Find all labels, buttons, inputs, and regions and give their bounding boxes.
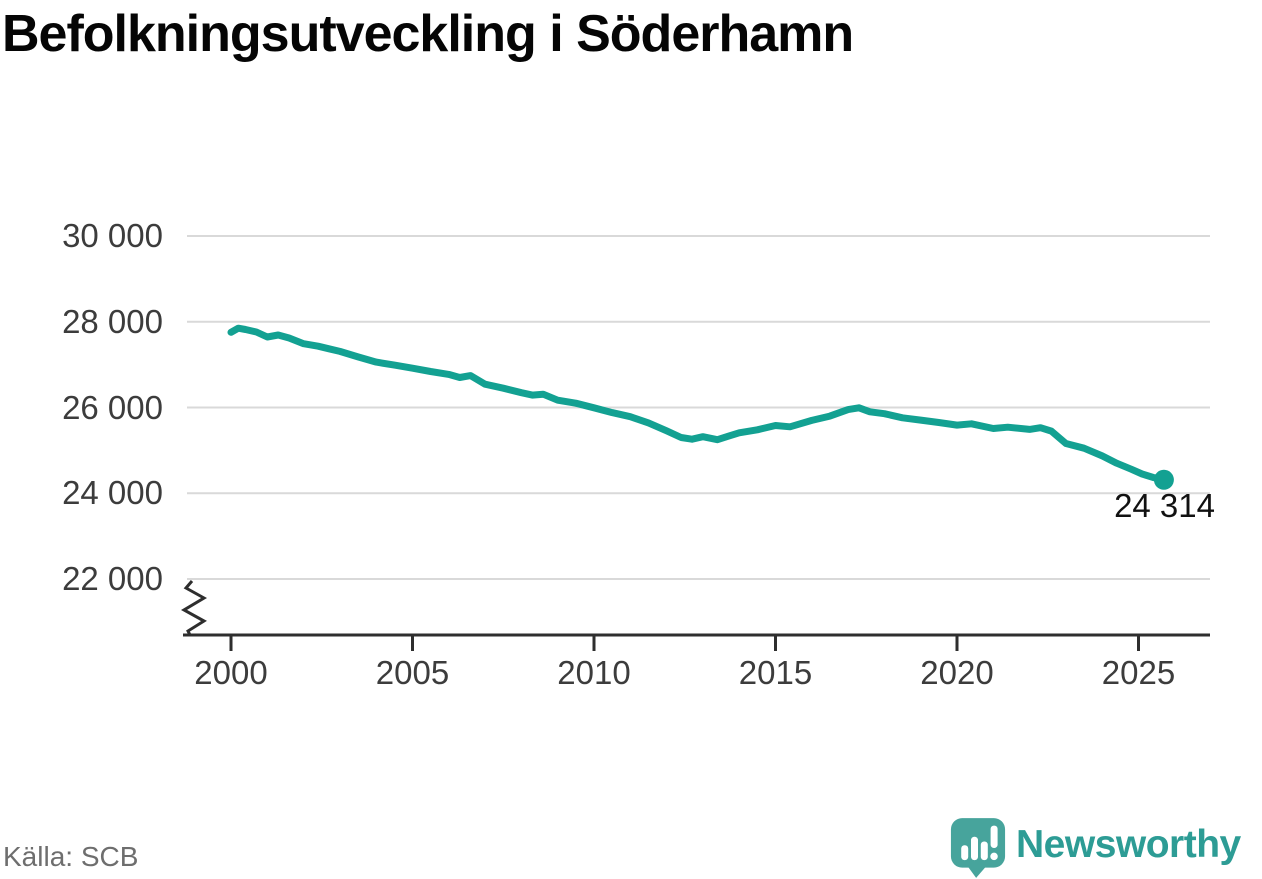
brand-name: Newsworthy bbox=[1016, 823, 1241, 866]
gridlines bbox=[187, 235, 1210, 580]
latest-value-annotation: 24 314 bbox=[1114, 487, 1215, 524]
x-axis-tick-label: 2005 bbox=[375, 654, 450, 691]
latest-value-dot bbox=[1153, 469, 1174, 490]
y-axis-tick-label: 24 000 bbox=[62, 474, 163, 512]
y-axis-tick-label: 22 000 bbox=[62, 560, 163, 597]
x-axis-tick-label: 2000 bbox=[194, 654, 268, 691]
population-series-line bbox=[227, 324, 1168, 484]
chart-title: Befolkningsutveckling i Söderhamn bbox=[2, 5, 854, 63]
bar-chart-speech-bubble-icon bbox=[950, 818, 1006, 878]
x-axis bbox=[180, 580, 1210, 637]
y-axis-tick-label: 30 000 bbox=[62, 217, 163, 254]
x-axis-tick-label: 2025 bbox=[1101, 654, 1176, 691]
x-axis-ticks bbox=[229, 635, 1140, 651]
y-axis-tick-label: 26 000 bbox=[62, 388, 163, 426]
x-axis-tick-label: 2020 bbox=[920, 654, 994, 691]
x-axis-tick-label: 2010 bbox=[557, 654, 631, 691]
y-axis-break-zigzag-icon bbox=[180, 580, 207, 636]
source-note: Källa: SCB bbox=[3, 841, 139, 872]
x-axis-tick-label: 2015 bbox=[738, 654, 813, 691]
y-axis-tick-label: 28 000 bbox=[62, 302, 163, 340]
newsworthy-branding: Newsworthy bbox=[950, 816, 1262, 879]
